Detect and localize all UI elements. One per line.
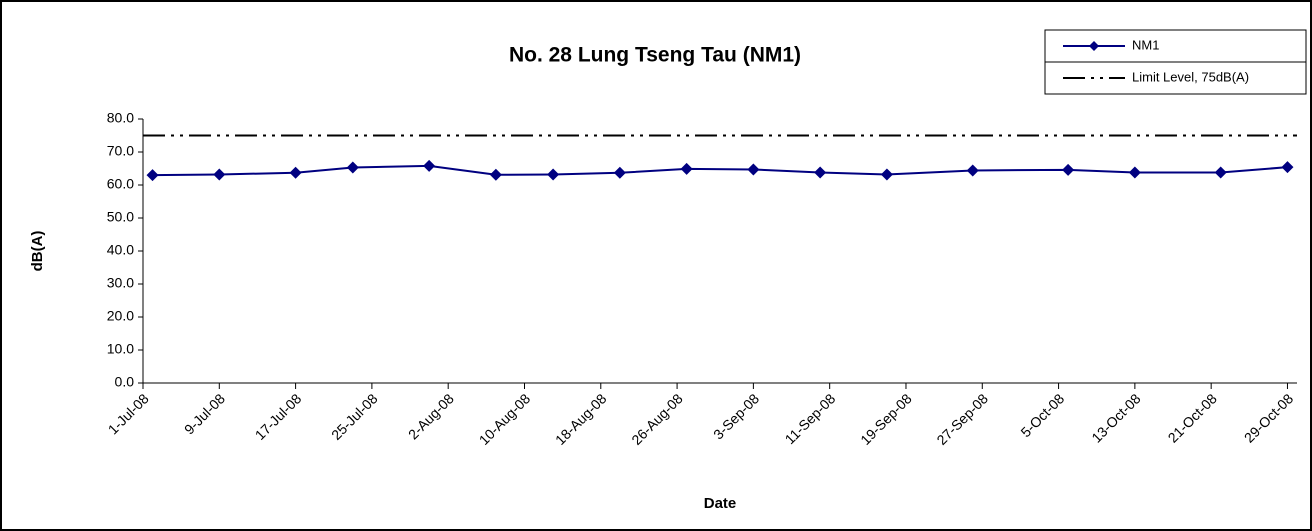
marker bbox=[966, 164, 979, 177]
y-tick-label: 70.0 bbox=[107, 143, 134, 159]
y-tick-label: 30.0 bbox=[107, 275, 134, 291]
marker bbox=[747, 163, 760, 176]
y-tick-label: 50.0 bbox=[107, 209, 134, 225]
marker bbox=[423, 159, 436, 172]
y-axis-label: dB(A) bbox=[29, 231, 46, 272]
y-tick-label: 10.0 bbox=[107, 341, 134, 357]
legend-marker bbox=[1089, 41, 1099, 51]
chart-title: No. 28 Lung Tseng Tau (NM1) bbox=[509, 44, 801, 67]
marker bbox=[146, 169, 159, 182]
y-tick-label: 80.0 bbox=[107, 110, 134, 126]
marker bbox=[213, 168, 226, 181]
marker bbox=[814, 166, 827, 179]
marker bbox=[346, 161, 359, 174]
y-tick-label: 20.0 bbox=[107, 308, 134, 324]
x-axis-label: Date bbox=[704, 495, 737, 512]
y-tick-label: 40.0 bbox=[107, 242, 134, 258]
marker bbox=[1214, 166, 1227, 179]
marker bbox=[680, 162, 693, 175]
marker bbox=[547, 168, 560, 181]
marker bbox=[1281, 161, 1294, 174]
legend-label: Limit Level, 75dB(A) bbox=[1132, 69, 1249, 84]
y-tick-label: 60.0 bbox=[107, 176, 134, 192]
marker bbox=[289, 166, 302, 179]
marker bbox=[613, 166, 626, 179]
legend-label: NM1 bbox=[1132, 37, 1159, 52]
marker bbox=[1062, 163, 1075, 176]
y-tick-label: 0.0 bbox=[115, 374, 135, 390]
marker bbox=[1128, 166, 1141, 179]
marker bbox=[880, 168, 893, 181]
marker bbox=[489, 168, 502, 181]
